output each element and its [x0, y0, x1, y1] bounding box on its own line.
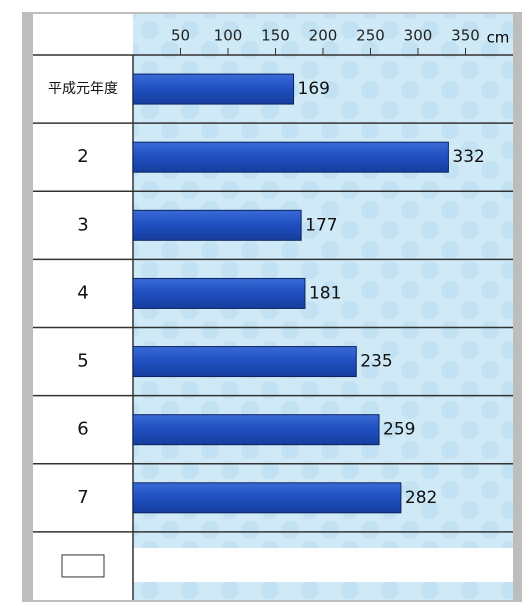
value-label: 259 — [383, 420, 415, 440]
x-tick-label: 350 — [451, 27, 480, 45]
blank-band — [133, 548, 513, 582]
x-tick-label: 200 — [309, 27, 338, 45]
bar — [132, 346, 357, 378]
value-label: 282 — [405, 488, 437, 508]
category-label: 2 — [77, 146, 88, 167]
bar — [132, 73, 295, 105]
x-tick-label: 300 — [404, 27, 433, 45]
unit-label: cm — [487, 29, 510, 47]
category-label: 3 — [77, 214, 88, 235]
x-tick-label: 250 — [356, 27, 385, 45]
bar — [132, 141, 449, 173]
value-label: 332 — [452, 147, 484, 167]
x-tick-label: 150 — [261, 27, 290, 45]
x-tick-label: 100 — [214, 27, 243, 45]
category-label: 平成元年度 — [48, 81, 118, 97]
bar — [132, 414, 380, 446]
bar — [132, 277, 306, 309]
category-label: 7 — [77, 487, 88, 508]
category-label: 4 — [77, 282, 88, 303]
bar — [132, 482, 402, 514]
value-label: 181 — [309, 283, 341, 303]
x-tick-label: 50 — [171, 27, 190, 45]
empty-box — [61, 554, 105, 578]
category-label: 5 — [77, 351, 88, 372]
value-label: 169 — [298, 79, 330, 99]
value-label: 177 — [305, 215, 337, 235]
category-label: 6 — [77, 419, 88, 440]
bar — [132, 209, 302, 241]
value-label: 235 — [360, 352, 392, 372]
